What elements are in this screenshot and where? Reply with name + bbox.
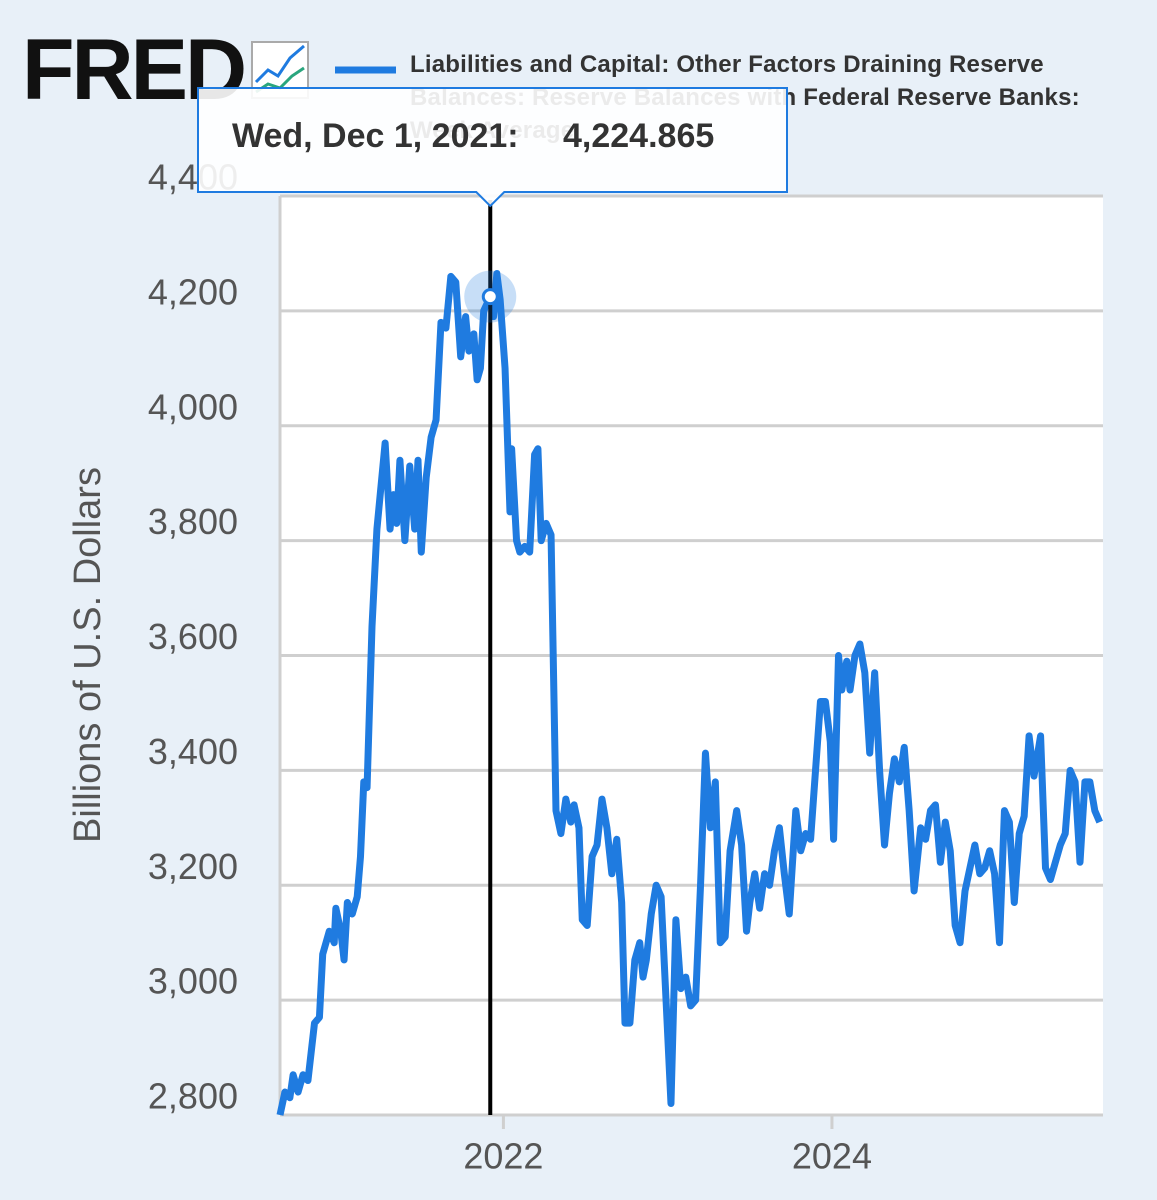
y-tick-label: 3,000	[148, 961, 238, 1002]
y-tick-label: 4,000	[148, 386, 238, 427]
hover-point	[481, 288, 499, 306]
y-axis-label: Billions of U.S. Dollars	[67, 467, 109, 843]
grid: 2,800 3,000 3,200 3,400 3,600 3,800 4,000 4,200…	[148, 157, 1103, 1177]
x-tick-label: 2022	[463, 1136, 543, 1177]
x-tick-label: 2024	[792, 1136, 872, 1177]
tooltip: Wed, Dec 1, 2021: 4,224.865	[197, 87, 788, 1115]
y-tick-label: 2,800	[148, 1076, 238, 1117]
y-tick-label: 3,800	[148, 501, 238, 542]
data-line	[276, 270, 1103, 1116]
y-tick-label: 3,600	[148, 616, 238, 657]
tooltip-box	[197, 87, 788, 208]
marks	[276, 270, 1103, 1116]
y-tick-label: 3,200	[148, 846, 238, 887]
tooltip-date: Wed, Dec 1, 2021:	[232, 117, 519, 155]
y-tick-label: 4,200	[148, 271, 238, 312]
y-tick-label: 3,400	[148, 731, 238, 772]
tooltip-value: 4,224.865	[563, 117, 714, 155]
